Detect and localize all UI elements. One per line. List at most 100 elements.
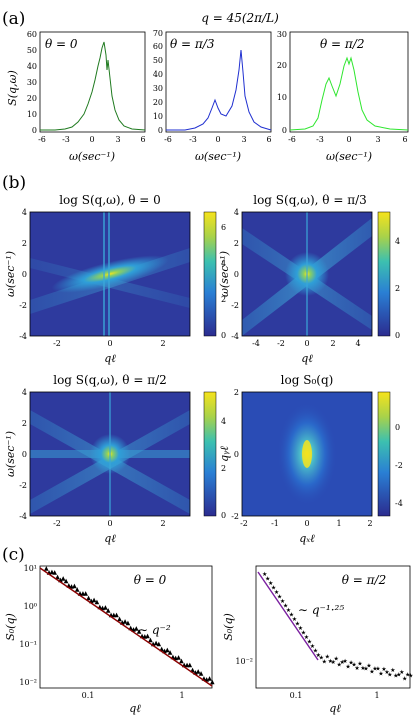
y-tick: 0	[282, 126, 287, 135]
heatmap-theta-pi2: log S(q,ω), θ = π/2 4 2 0 4 2 0 -2 -4 -2…	[4, 373, 226, 545]
data-marker: ★	[274, 589, 279, 596]
x-tick: 3	[375, 135, 380, 144]
data-marker: ▲	[196, 668, 201, 675]
data-marker: ★	[396, 672, 401, 679]
data-marker: ▲	[61, 575, 66, 582]
data-marker: ★	[354, 665, 359, 672]
spectrum-line-theta-pi3	[166, 49, 272, 131]
data-marker: ▲	[190, 666, 195, 673]
cbar-tick: 4	[395, 237, 400, 246]
data-marker: ▲	[140, 633, 145, 640]
y-tick: 30	[277, 30, 287, 39]
x-tick: 1	[336, 519, 341, 528]
data-marker: ★	[262, 571, 267, 578]
y-tick: 0	[32, 126, 37, 135]
data-marker: ★	[313, 648, 318, 655]
data-marker: ★	[280, 598, 285, 605]
heatmap-theta-pi3: log S(q,ω), θ = π/3 4 2 0 4 2 0 -2 -4 -4…	[218, 193, 400, 365]
plot-1-xlabel: ω(sec⁻¹)	[69, 150, 115, 163]
y-tick: 70	[153, 29, 163, 38]
data-marker: ▲	[151, 640, 156, 647]
data-marker: ▲	[182, 662, 187, 669]
data-marker: ★	[399, 669, 404, 676]
y-tick: 20	[27, 94, 37, 103]
x-tick: -1	[271, 519, 279, 528]
data-marker: ★	[378, 670, 383, 677]
c2-theta: θ = π/2	[342, 573, 386, 587]
y-tick: -2	[19, 481, 27, 490]
heatmap-3-xlabel: qℓ	[104, 532, 116, 545]
x-tick: 2	[330, 339, 335, 348]
y-tick: 0	[234, 450, 239, 459]
cbar-tick: 2	[221, 295, 226, 304]
panel-a-ylabel: S(q,ω)	[6, 70, 19, 106]
y-tick: 4	[22, 388, 27, 397]
x-tick: -3	[62, 135, 70, 144]
data-marker: ★	[387, 671, 392, 678]
y-tick: 0	[22, 450, 27, 459]
y-tick: 30	[153, 84, 163, 93]
y-tick: 50	[153, 56, 163, 65]
panel-a-plot-2: θ = π/3 0 10 20 30 40 50 60 70 -6 -3 0 3…	[153, 29, 272, 163]
x-tick: 3	[241, 135, 246, 144]
heatmap-1-title: log S(q,ω), θ = 0	[59, 193, 161, 207]
x-tick: 4	[355, 339, 360, 348]
y-tick: 10⁻¹	[19, 640, 37, 649]
heatmap-3-title: log S(q,ω), θ = π/2	[53, 373, 167, 387]
x-tick: 6	[402, 135, 407, 144]
data-marker: ▲	[72, 582, 77, 589]
x-tick: 1	[179, 691, 184, 700]
data-marker: ▲	[199, 670, 204, 677]
y-tick: 0	[22, 270, 27, 279]
data-marker: ▲	[157, 641, 162, 648]
y-tick: 4	[234, 208, 239, 217]
heatmap-theta-0: log S(q,ω), θ = 0 6 4 2 0 4 2 0 -2 -4 -2…	[4, 193, 226, 365]
data-marker: ▲	[162, 648, 167, 655]
data-marker: ★	[334, 655, 339, 662]
s0-loglog-theta-pi2: ★★★★★★★★★★★★★★★★★★★★★★★★★★★★★★★★★★★★★★★★…	[222, 565, 413, 715]
data-marker: ▲	[128, 624, 133, 631]
panel-a-title: q = 45(2π/L)	[201, 11, 279, 25]
data-marker: ▲	[78, 590, 83, 597]
data-marker: ★	[402, 675, 407, 682]
plot-1-theta: θ = 0	[45, 37, 78, 51]
y-tick: 10⁻²	[19, 678, 37, 687]
data-marker: ★	[265, 576, 270, 583]
data-marker: ★	[295, 621, 300, 628]
panel-a-plot-1: θ = 0 0 10 20 30 40 50 60 -6 -3 0 3 6 ω(…	[27, 30, 146, 163]
x-tick: 6	[266, 135, 271, 144]
x-tick: -2	[53, 339, 61, 348]
data-marker: ★	[316, 652, 321, 659]
x-tick: 0	[215, 135, 220, 144]
x-tick: 3	[115, 135, 120, 144]
c1-xlabel: qℓ	[129, 702, 141, 715]
data-marker: ★	[292, 616, 297, 623]
data-marker: ▲	[64, 577, 69, 584]
data-marker: ▲	[173, 655, 178, 662]
y-tick: 2	[22, 419, 27, 428]
heatmap-2-ylabel: ω(sec⁻¹)	[218, 251, 231, 297]
data-marker: ▲	[148, 637, 153, 644]
data-marker: ▲	[123, 618, 128, 625]
data-marker: ▲	[143, 633, 148, 640]
data-marker: ▲	[179, 658, 184, 665]
plot-3-xlabel: ω(sec⁻¹)	[326, 150, 372, 163]
x-tick: -6	[164, 135, 172, 144]
x-tick: 6	[140, 135, 145, 144]
cbar-tick: 4	[221, 259, 226, 268]
fit-line-q-minus-2	[39, 567, 213, 687]
data-marker: ★	[393, 672, 398, 679]
y-tick: 10⁻²	[235, 657, 253, 666]
data-marker: ★	[372, 665, 377, 672]
data-marker: ★	[319, 654, 324, 661]
y-tick: 60	[153, 42, 163, 51]
s0-data-points-theta-0: ▲▲▲▲▲▲▲▲▲▲▲▲▲▲▲▲▲▲▲▲▲▲▲▲▲▲▲▲▲▲▲▲▲▲▲▲▲▲▲▲…	[44, 565, 215, 686]
data-marker: ▲	[58, 576, 63, 583]
c2-scaling: ∼ q⁻¹·²⁵	[298, 603, 344, 617]
data-marker: ▲	[176, 654, 181, 661]
y-tick: 50	[27, 46, 37, 55]
data-marker: ▲	[165, 647, 170, 654]
spectrum-line-theta-pi2	[289, 56, 409, 131]
x-tick: 0	[346, 135, 351, 144]
